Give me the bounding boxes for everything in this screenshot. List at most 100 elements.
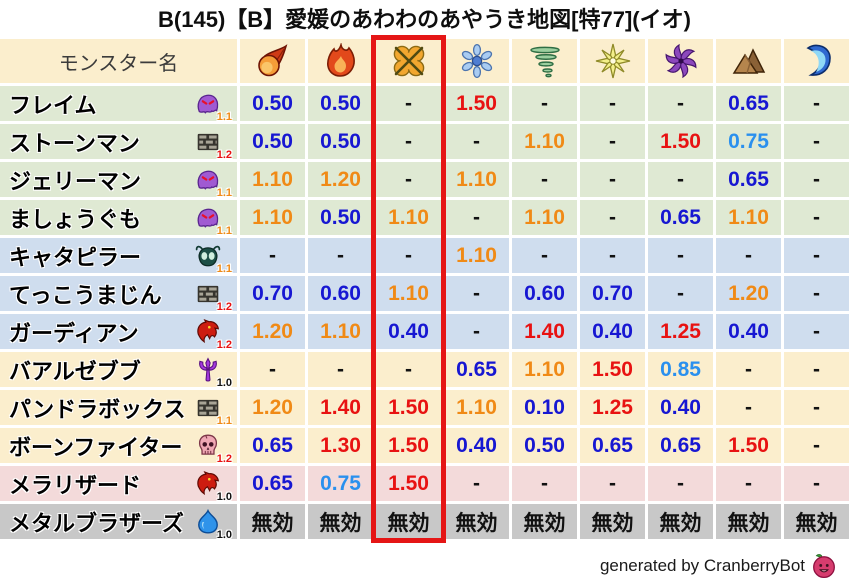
monster-name: ガーディアン [9, 320, 139, 346]
header-row: モンスター名 [0, 39, 849, 83]
resistance-cell: 0.50 [308, 86, 373, 121]
resistance-cell: 0.50 [240, 86, 305, 121]
resistance-cell: - [376, 162, 441, 197]
resistance-cell: - [784, 352, 849, 387]
resistance-cell: 0.50 [512, 428, 577, 463]
credit-text: generated by CranberryBot [599, 556, 805, 575]
resistance-cell: - [580, 162, 645, 197]
table-row: バアルゼブブ 1.0- - -0.65 1.10 1.50 0.85- - [0, 352, 849, 388]
resistance-cell: 0.65 [580, 428, 645, 463]
resistance-cell: 0.65 [240, 428, 305, 463]
ghost-icon: 1.1 [195, 205, 232, 236]
explosion-icon [390, 45, 428, 77]
bricks-icon: 1.2 [195, 129, 232, 160]
resistance-cell: 1.20 [240, 314, 305, 349]
resistance-cell: 0.70 [240, 276, 305, 311]
resistance-cell: 1.40 [308, 390, 373, 425]
family-level: 1.2 [216, 148, 232, 161]
resistance-cell: - [784, 428, 849, 463]
resistance-cell: 0.65 [716, 162, 781, 197]
family-level: 1.1 [216, 110, 232, 123]
resistance-cell: 1.50 [376, 466, 441, 501]
resistance-cell: 無効 [240, 504, 305, 539]
resistance-cell: - [648, 86, 713, 121]
monster-name-cell: ボーンファイター 1.2 [0, 428, 237, 464]
resistance-cell: - [240, 352, 305, 387]
flame-icon [322, 43, 360, 77]
resistance-cell: - [308, 238, 373, 273]
resistance-cell: - [580, 200, 645, 235]
family-level: 1.2 [216, 452, 232, 465]
element-header-earth [716, 39, 781, 83]
resistance-cell: - [784, 238, 849, 273]
monster-name: メタルブラザーズ [9, 510, 184, 536]
resistance-cell: - [784, 466, 849, 501]
resistance-cell: 1.30 [308, 428, 373, 463]
resistance-cell: - [444, 276, 509, 311]
element-header-explosion [376, 39, 441, 83]
table-row: てっこうまじん 1.2 0.70 0.60 1.10-0.60 0.70-1.20- [0, 276, 849, 313]
table-row: ガーディアン 1.2 1.20 1.10 0.40-1.40 0.40 1.25 0.40- [0, 314, 849, 350]
resistance-cell: 1.10 [376, 276, 441, 311]
resistance-cell: - [308, 352, 373, 387]
resistance-cell: 1.50 [376, 390, 441, 425]
table-row: キャタピラー 1.1- - -1.10- - - - - [0, 238, 849, 275]
resistance-cell: 1.50 [444, 86, 509, 121]
resistance-cell: 無効 [580, 504, 645, 539]
monster-name-cell: フレイム 1.1 [0, 86, 237, 123]
resistance-cell: 1.10 [308, 314, 373, 349]
resistance-cell: - [512, 466, 577, 501]
resistance-cell: 無効 [784, 504, 849, 539]
resistance-cell: 無効 [444, 504, 509, 539]
table-row: ボーンファイター 1.2 0.65 1.30 1.50 0.40 0.50 0.65 0.65 1… [0, 428, 849, 464]
element-header-ice [444, 39, 509, 83]
resistance-cell: 0.65 [716, 86, 781, 121]
resistance-cell: - [648, 162, 713, 197]
resistance-cell: 無効 [648, 504, 713, 539]
monster-name: てっこうまじん [9, 282, 162, 308]
resistance-cell: 1.40 [512, 314, 577, 349]
monster-name-cell: ジェリーマン 1.1 [0, 162, 237, 199]
family-level: 1.1 [216, 262, 232, 275]
resistance-cell: - [580, 86, 645, 121]
monster-name: キャタピラー [9, 244, 142, 270]
monster-name: ボーンファイター [9, 434, 183, 460]
monster-resistance-table: モンスター名 フレイム 1.1 0.50 0.50-1.50- - -0.65- ストーンマ… [0, 36, 849, 542]
skull-icon: 1.2 [195, 433, 232, 464]
resistance-cell: 1.10 [512, 352, 577, 387]
resistance-cell: 1.20 [308, 162, 373, 197]
monster-name: フレイム [9, 92, 97, 118]
resistance-cell: 0.50 [240, 124, 305, 159]
dark-icon [662, 43, 700, 79]
monster-name-cell: バアルゼブブ 1.0 [0, 352, 237, 388]
bricks-icon: 1.1 [195, 395, 232, 426]
resistance-cell: - [376, 352, 441, 387]
resistance-cell: 1.10 [444, 162, 509, 197]
resistance-cell: 1.50 [580, 352, 645, 387]
table-row: フレイム 1.1 0.50 0.50-1.50- - -0.65- [0, 86, 849, 123]
resistance-cell: - [784, 86, 849, 121]
table-row: メラリザード 1.0 0.65 0.75 1.50- - - - - - [0, 466, 849, 502]
resistance-cell: 1.50 [648, 124, 713, 159]
resistance-cell: 無効 [512, 504, 577, 539]
light-icon [594, 43, 632, 79]
resistance-cell: - [444, 314, 509, 349]
monster-name: メラリザード [9, 472, 142, 498]
family-level: 1.1 [216, 186, 232, 199]
family-level: 1.1 [216, 224, 232, 237]
resistance-cell: - [376, 238, 441, 273]
resistance-cell: 0.75 [716, 124, 781, 159]
resistance-cell: 0.65 [240, 466, 305, 501]
resistance-cell: 0.65 [648, 200, 713, 235]
monster-name-cell: ましょうぐも 1.1 [0, 200, 237, 236]
cranberry-icon [811, 553, 837, 579]
resistance-cell: - [716, 352, 781, 387]
resistance-cell: 0.40 [444, 428, 509, 463]
earth-icon [730, 48, 768, 74]
resistance-cell: 0.75 [308, 466, 373, 501]
family-level: 1.2 [216, 300, 232, 313]
monster-name: バアルゼブブ [9, 358, 141, 384]
resistance-cell: - [376, 86, 441, 121]
element-header-water [784, 39, 849, 83]
ice-icon [458, 43, 496, 79]
